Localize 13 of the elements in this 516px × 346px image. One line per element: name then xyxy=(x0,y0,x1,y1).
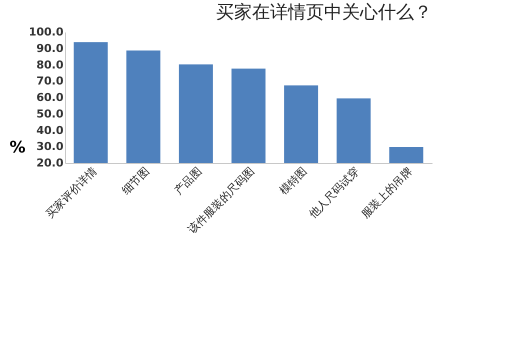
y-tick-label: 30.0 xyxy=(36,140,64,154)
y-tick-label: 20.0 xyxy=(36,156,64,170)
y-tick-label: 80.0 xyxy=(36,58,64,72)
y-tick-label: 90.0 xyxy=(36,42,64,55)
y-tick-label: 60.0 xyxy=(36,91,64,104)
y-tick-label: 50.0 xyxy=(36,107,64,120)
y-tick-label: 70.0 xyxy=(36,74,64,88)
chart-title: 买家在详情页中关心什么？ xyxy=(216,2,432,23)
x-tick-label: 产品图 xyxy=(172,164,204,198)
y-tick-label: 40.0 xyxy=(36,124,64,137)
y-tick-label: 100.0 xyxy=(28,26,64,38)
y-axis-title: % xyxy=(9,138,26,156)
x-tick-label: 细节图 xyxy=(119,164,152,198)
